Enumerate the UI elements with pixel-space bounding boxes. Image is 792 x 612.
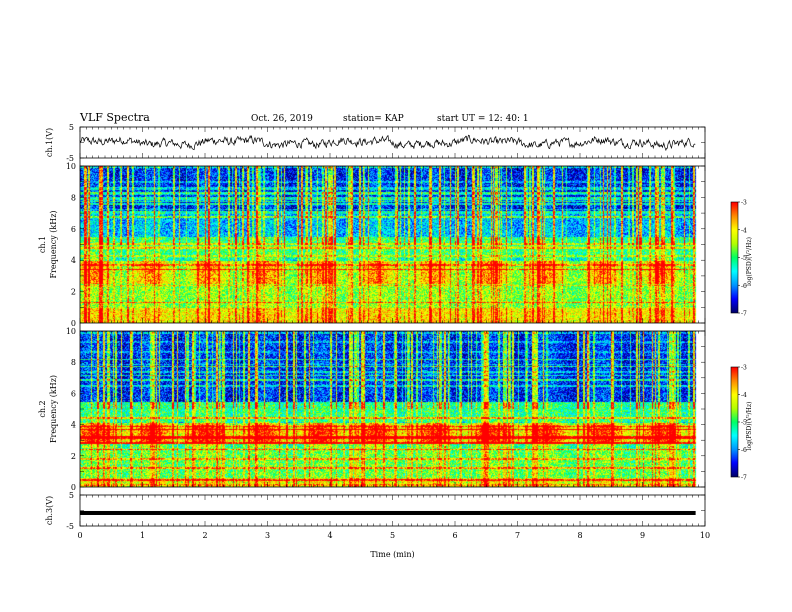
ch2-spec-label: ch.2 [38,400,47,417]
y-tick-label: 2 [71,452,76,461]
colorbar-tick-label: -7 [741,475,747,482]
y-tick-label: 2 [71,288,76,297]
y-tick-label: -5 [66,522,74,531]
ch3-ylabel: ch.3(V) [45,496,54,525]
y-tick-label: 8 [71,358,76,367]
y-tick-label: 5 [69,491,74,500]
x-tick-label: 9 [640,531,645,540]
y-tick-label: 8 [71,193,76,202]
ch1-freq-label: Frequency (kHz) [49,210,58,278]
ch2-freq-label: Frequency (kHz) [49,375,58,443]
x-tick-label: 3 [265,531,270,540]
x-tick-label: 10 [700,531,710,540]
colorbar-tick-label: -6 [741,283,747,290]
spectrogram-layer [80,166,738,487]
x-tick-label: 7 [515,531,520,540]
x-tick-label: 0 [77,531,82,540]
ch1-spectrogram-image [80,166,705,323]
y-tick-label: -5 [66,154,74,163]
colorbar-tick-label: -4 [741,227,747,234]
colorbar-label: log(PSD)(V²/Hz) [746,402,753,451]
y-tick-label: 10 [66,162,76,171]
y-tick-label: 6 [71,389,76,398]
start-time-label: start UT = 12: 40: 1 [437,114,529,124]
ch3-trace [80,510,696,515]
chart-title: VLF Spectra [80,111,150,124]
ch1-colorbar [731,202,738,313]
x-axis-label: Time (min) [370,550,414,559]
y-tick-label: 4 [71,256,76,265]
colorbar-label: log(PSD)(V²/Hz) [746,237,753,286]
ch1-spec-label: ch.1 [38,236,47,253]
colorbar-tick-label: -5 [741,420,747,427]
colorbar-tick-label: -5 [741,255,747,262]
y-tick-label: 6 [71,225,76,234]
ch2-colorbar [731,367,738,477]
date-label: Oct. 26, 2019 [251,114,313,124]
x-tick-label: 2 [202,531,207,540]
colorbar-tick-label: -6 [741,447,747,454]
ch2-spectrogram-image [80,331,705,487]
ch1-trace [79,134,696,152]
x-tick-label: 8 [577,531,582,540]
colorbar-tick-label: -3 [741,365,747,372]
colorbar-tick-label: -4 [741,392,747,399]
y-tick-label: 10 [66,327,76,336]
y-tick-label: 0 [71,319,76,328]
x-tick-label: 4 [327,531,332,540]
axes-layer [79,126,740,527]
colorbar-tick-label: -3 [741,200,747,207]
waveform-layer [79,134,696,515]
y-tick-label: 0 [71,483,76,492]
x-tick-label: 1 [140,531,145,540]
y-tick-label: 5 [69,123,74,132]
station-label: station= KAP [343,114,404,124]
colorbar-tick-label: -7 [741,311,747,318]
x-tick-label: 6 [452,531,457,540]
y-tick-label: 4 [71,421,76,430]
x-tick-label: 5 [390,531,395,540]
ch1-ylabel: ch.1(V) [45,128,54,157]
